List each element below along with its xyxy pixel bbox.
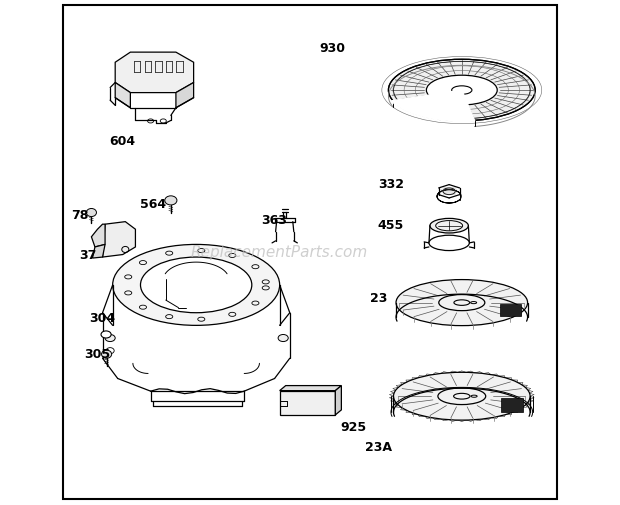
Polygon shape (335, 386, 342, 415)
Polygon shape (91, 225, 105, 247)
Ellipse shape (113, 245, 280, 326)
Text: 363: 363 (262, 213, 288, 226)
Polygon shape (115, 83, 130, 109)
Text: 564: 564 (140, 198, 166, 211)
Polygon shape (115, 53, 193, 93)
Text: 332: 332 (378, 178, 404, 191)
Polygon shape (502, 398, 523, 412)
Polygon shape (176, 83, 193, 109)
Text: ReplacementParts.com: ReplacementParts.com (191, 245, 368, 260)
Text: 930: 930 (320, 41, 346, 55)
Ellipse shape (105, 335, 115, 342)
Ellipse shape (429, 236, 469, 251)
Text: 23A: 23A (365, 440, 392, 453)
Ellipse shape (102, 350, 112, 359)
Text: 604: 604 (110, 135, 136, 148)
Ellipse shape (396, 280, 528, 326)
Ellipse shape (141, 258, 252, 313)
Polygon shape (391, 91, 475, 122)
Text: 23: 23 (370, 291, 387, 305)
Ellipse shape (430, 219, 468, 233)
Polygon shape (280, 386, 342, 391)
Text: 925: 925 (340, 420, 366, 433)
Text: 305: 305 (84, 347, 110, 360)
Text: 304: 304 (89, 312, 115, 325)
Polygon shape (102, 222, 135, 258)
Bar (280, 391, 335, 415)
Ellipse shape (394, 373, 530, 420)
Ellipse shape (165, 196, 177, 206)
Ellipse shape (278, 335, 288, 342)
Text: 37: 37 (80, 248, 97, 262)
Ellipse shape (86, 209, 97, 217)
Ellipse shape (388, 60, 535, 122)
Polygon shape (500, 305, 521, 317)
Polygon shape (92, 245, 105, 259)
Ellipse shape (427, 76, 497, 106)
Text: 455: 455 (378, 218, 404, 231)
Text: 78: 78 (71, 208, 89, 221)
Ellipse shape (101, 331, 111, 338)
